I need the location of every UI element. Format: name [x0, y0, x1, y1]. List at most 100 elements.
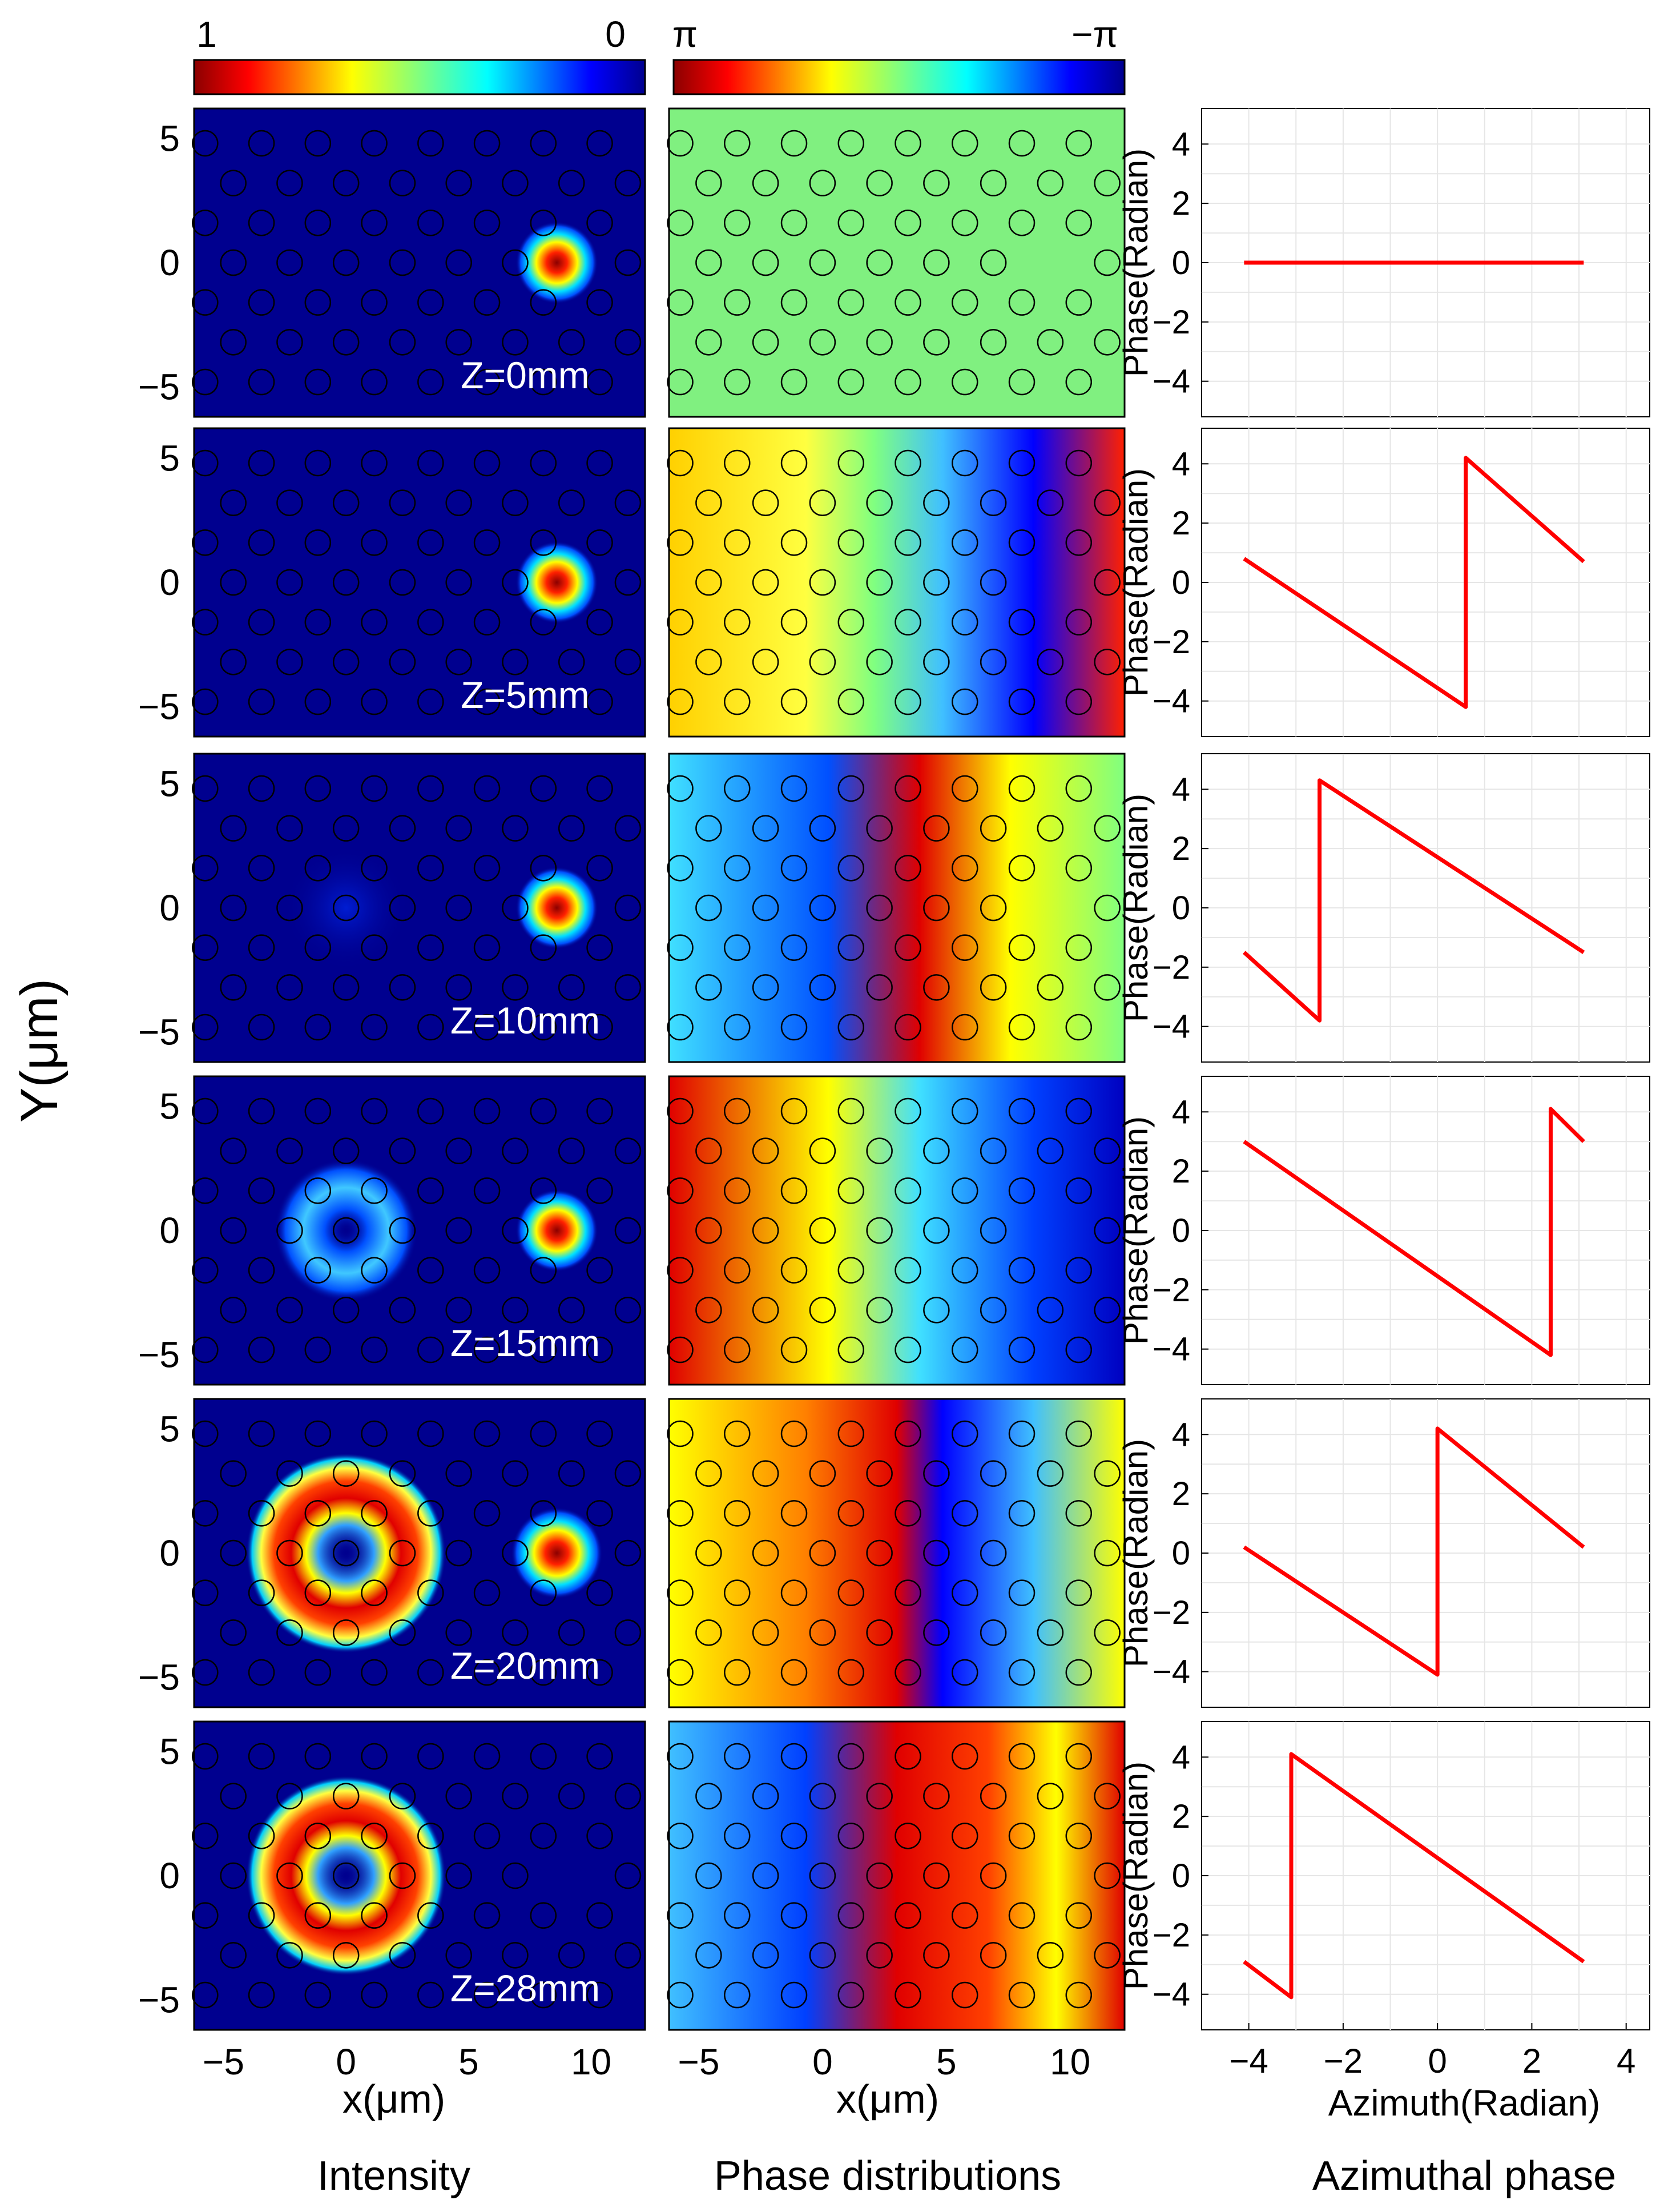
air-hole [952, 1014, 978, 1041]
air-hole [724, 934, 751, 961]
air-hole [1094, 1460, 1121, 1487]
air-hole [586, 210, 613, 236]
azimuthal-column: 420−2−4Phase(Radian)420−2−4Phase(Radian)… [1117, 108, 1650, 2030]
air-hole [1037, 329, 1064, 356]
air-hole [980, 1217, 1007, 1244]
air-hole [837, 1500, 865, 1527]
air-hole [473, 775, 501, 802]
air-hole [417, 1097, 444, 1125]
air-hole [192, 855, 219, 882]
air-hole [1008, 449, 1036, 477]
air-hole [667, 1257, 694, 1284]
air-hole [558, 815, 585, 842]
air-hole [192, 529, 219, 556]
air-hole [724, 855, 751, 882]
air-hole [389, 249, 416, 276]
air-hole [667, 775, 694, 802]
air-hole [695, 170, 722, 196]
air-hole [192, 1420, 219, 1447]
air-hole [809, 1862, 836, 1889]
air-hole [780, 1177, 808, 1204]
column-title-azimuthal: Azimuthal phase [1312, 2153, 1616, 2199]
air-hole [866, 569, 893, 596]
air-hole [667, 529, 694, 556]
air-hole [1065, 1500, 1093, 1527]
air-hole [502, 569, 529, 596]
air-hole [586, 609, 613, 636]
air-hole [276, 1217, 303, 1244]
air-hole [417, 289, 444, 316]
air-hole [558, 649, 585, 675]
air-hole [866, 1783, 893, 1809]
air-hole [1065, 1257, 1093, 1284]
air-hole [952, 1336, 978, 1364]
y-tick-label: 5 [159, 763, 180, 804]
azimuthal-y-tick-label: 2 [1172, 1475, 1190, 1513]
air-hole [923, 815, 950, 842]
air-hole [695, 1137, 722, 1164]
air-hole [586, 1420, 613, 1447]
phase-background [669, 428, 1125, 737]
air-hole [1065, 1823, 1093, 1849]
intensity-x-ticks: −5 0 5 10 [203, 2041, 611, 2082]
azimuthal-y-tick-label: 2 [1172, 1153, 1190, 1190]
air-hole [809, 894, 836, 922]
air-hole [361, 1500, 388, 1527]
air-hole [248, 1014, 275, 1041]
air-hole [667, 1981, 694, 2009]
air-hole [361, 1177, 388, 1204]
air-hole [837, 1579, 865, 1606]
air-hole [837, 1420, 865, 1447]
air-hole [837, 449, 865, 477]
air-hole [980, 1942, 1007, 1969]
air-hole [1094, 649, 1121, 675]
air-hole [332, 815, 360, 842]
y-tick-label: −5 [138, 1334, 180, 1376]
air-hole [895, 934, 921, 961]
air-hole [895, 529, 921, 556]
air-hole [1008, 1981, 1036, 2009]
air-hole [248, 934, 275, 961]
air-hole [530, 688, 557, 715]
air-hole [361, 1743, 388, 1770]
air-hole [276, 1297, 303, 1324]
air-hole [502, 1217, 529, 1244]
air-hole [1008, 1659, 1036, 1686]
air-hole [530, 1579, 557, 1606]
air-hole [248, 1097, 275, 1125]
air-hole [667, 210, 694, 236]
air-hole [923, 1297, 950, 1324]
air-hole [473, 368, 501, 396]
azimuthal-y-tick-label: 0 [1172, 1212, 1190, 1249]
phase-colorbar: π −π [672, 14, 1126, 95]
air-hole [724, 210, 751, 236]
air-hole [192, 1336, 219, 1364]
air-hole [614, 894, 642, 922]
air-hole [530, 855, 557, 882]
air-hole [667, 1659, 694, 1686]
air-hole [192, 775, 219, 802]
air-hole [502, 329, 529, 356]
air-hole [1008, 775, 1036, 802]
azimuthal-y-tick-label: 0 [1172, 564, 1190, 601]
air-hole [809, 1619, 836, 1646]
air-hole [332, 1862, 360, 1889]
air-hole [276, 974, 303, 1001]
air-hole [220, 1942, 247, 1969]
air-hole [304, 1177, 332, 1204]
air-hole [809, 649, 836, 675]
air-hole [445, 1619, 472, 1646]
air-hole [614, 249, 642, 276]
air-hole [695, 1619, 722, 1646]
air-hole [695, 329, 722, 356]
air-hole [780, 1014, 808, 1041]
phase-panel [667, 107, 1126, 418]
air-hole [952, 1420, 978, 1447]
air-hole [502, 894, 529, 922]
air-hole [361, 1902, 388, 1929]
air-hole [389, 1942, 416, 1969]
air-hole [809, 815, 836, 842]
air-hole [361, 1336, 388, 1364]
air-hole [895, 1823, 921, 1849]
